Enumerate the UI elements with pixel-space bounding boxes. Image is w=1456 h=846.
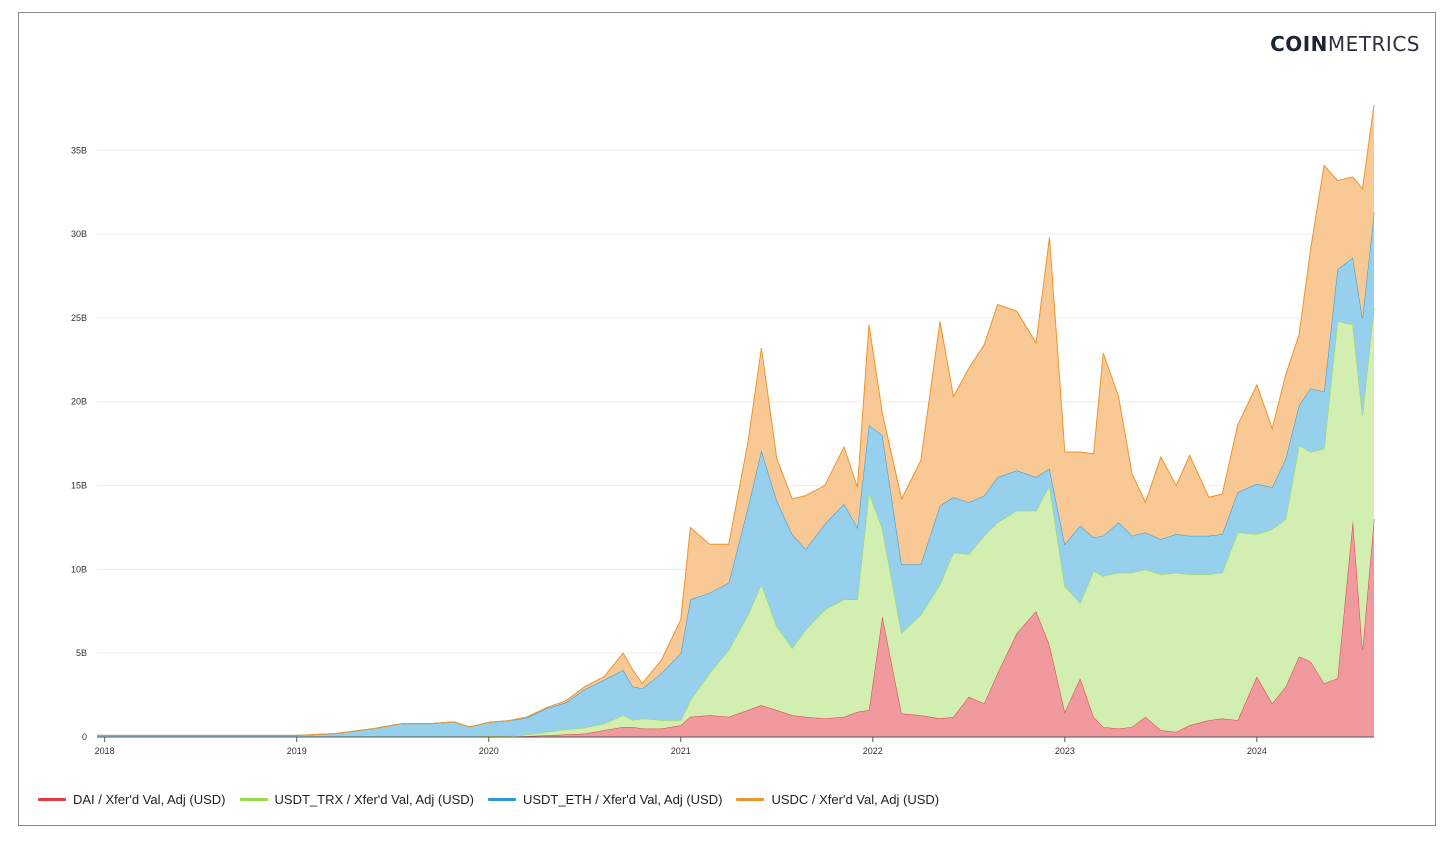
logo-bold-text: COIN <box>1270 32 1328 56</box>
legend-label: USDC / Xfer'd Val, Adj (USD) <box>771 792 940 807</box>
y-tick-label: 0 <box>82 732 87 742</box>
logo-light-text: METRICS <box>1327 32 1420 56</box>
x-tick-label: 2021 <box>671 746 691 756</box>
series-area-2 <box>97 212 1374 737</box>
legend-swatch <box>736 798 765 801</box>
series-area-0 <box>97 519 1374 737</box>
x-tick-label: 2024 <box>1247 746 1267 756</box>
legend-item-1[interactable]: USDT_TRX / Xfer'd Val, Adj (USD) <box>239 792 474 807</box>
legend-swatch <box>38 798 66 801</box>
x-tick-label: 2019 <box>287 746 307 756</box>
x-tick-label: 2023 <box>1055 746 1075 756</box>
x-axis: 2018 2019 2020 2021 2022 2023 2024 <box>95 736 1374 756</box>
y-tick-label: 35B <box>71 145 87 155</box>
y-tick-label: 15B <box>71 481 87 491</box>
y-tick-label: 25B <box>71 313 87 323</box>
legend: DAI / Xfer'd Val, Adj (USD) USDT_TRX / Xf… <box>38 792 939 807</box>
y-tick-label: 10B <box>71 564 87 574</box>
y-axis: 0 5B 10B 15B 20B 25B 30B 35B <box>71 145 87 742</box>
y-tick-label: 30B <box>71 229 87 239</box>
legend-label: DAI / Xfer'd Val, Adj (USD) <box>73 792 226 807</box>
y-tick-label: 20B <box>71 397 87 407</box>
legend-label: USDT_TRX / Xfer'd Val, Adj (USD) <box>274 792 474 807</box>
series-area-1 <box>97 307 1374 737</box>
series-areas <box>97 104 1375 738</box>
coinmetrics-logo: COINMETRICS <box>1270 32 1420 56</box>
legend-swatch <box>487 798 516 801</box>
x-tick-label: 2020 <box>479 746 499 756</box>
series-area-3 <box>97 105 1374 736</box>
legend-item-3[interactable]: USDC / Xfer'd Val, Adj (USD) <box>736 792 939 807</box>
series-line-3 <box>97 104 1375 736</box>
x-tick-label: 2022 <box>863 746 883 756</box>
series-line-1 <box>97 307 1375 738</box>
legend-swatch <box>239 798 268 801</box>
legend-item-2[interactable]: USDT_ETH / Xfer'd Val, Adj (USD) <box>487 792 723 807</box>
legend-label: USDT_ETH / Xfer'd Val, Adj (USD) <box>522 792 723 807</box>
y-tick-label: 5B <box>76 648 87 658</box>
x-tick-label: 2018 <box>95 746 115 756</box>
legend-item-0[interactable]: DAI / Xfer'd Val, Adj (USD) <box>38 792 226 807</box>
